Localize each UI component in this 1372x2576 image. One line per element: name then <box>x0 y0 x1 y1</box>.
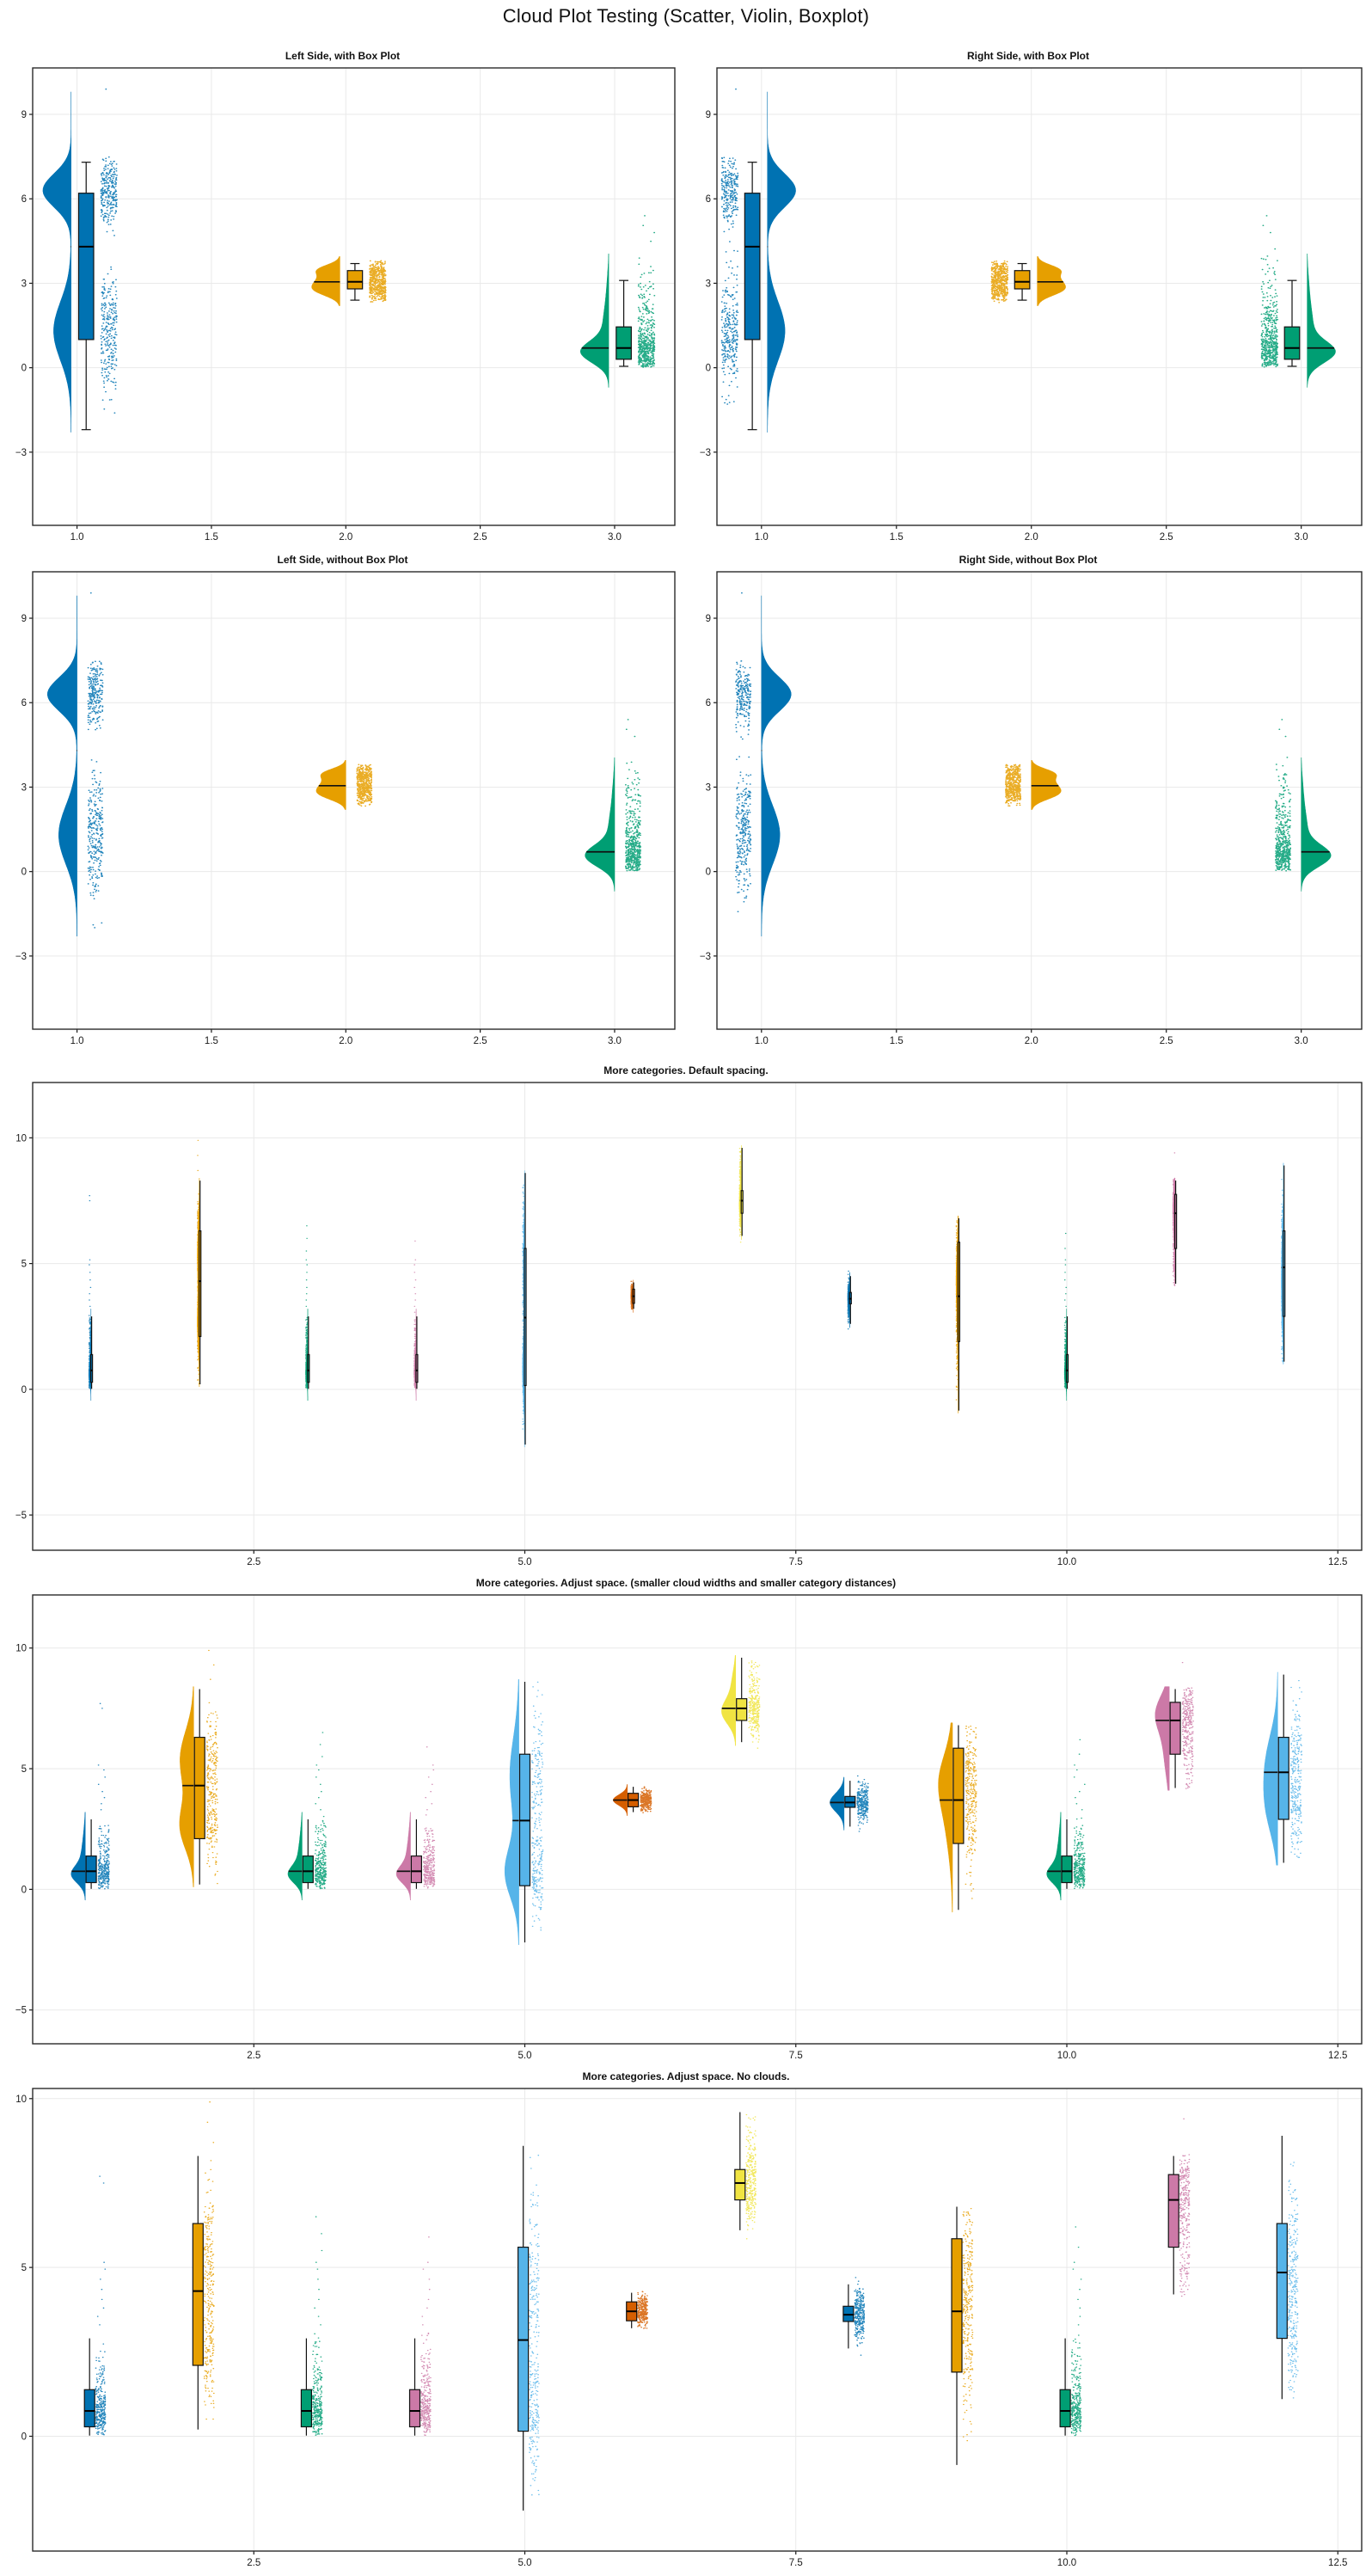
svg-text:3: 3 <box>21 782 27 793</box>
svg-text:0: 0 <box>21 868 27 878</box>
panel-title: More categories. Adjust space. No clouds… <box>582 2070 790 2082</box>
panel-title: More categories. Default spacing. <box>603 1064 769 1076</box>
svg-text:2.5: 2.5 <box>1160 1036 1173 1046</box>
raincloud-chart-canvas: 1.0 1.5 2.0 2.5 3.0 9 6 3 0 −3 <box>700 67 1363 543</box>
svg-text:5.0: 5.0 <box>518 2051 531 2061</box>
svg-text:12.5: 12.5 <box>1328 2051 1347 2061</box>
svg-text:0: 0 <box>21 1885 27 1895</box>
svg-text:10.0: 10.0 <box>1057 1557 1076 1567</box>
svg-text:1.0: 1.0 <box>70 1036 84 1046</box>
svg-text:3.0: 3.0 <box>1295 1036 1308 1046</box>
svg-text:2.5: 2.5 <box>247 2051 260 2061</box>
svg-text:2.5: 2.5 <box>474 1036 487 1046</box>
panel-left-side-without-box-plot: Left Side, without Box Plot 1.0 1.5 2.0 2.5… <box>3 552 682 1051</box>
svg-text:5.0: 5.0 <box>518 2558 531 2568</box>
svg-text:2.0: 2.0 <box>1025 1036 1038 1046</box>
svg-text:1.5: 1.5 <box>890 1036 903 1046</box>
svg-text:2.5: 2.5 <box>247 2558 260 2568</box>
panel-title: Left Side, without Box Plot <box>277 554 408 566</box>
svg-text:−5: −5 <box>15 1511 27 1521</box>
svg-text:9: 9 <box>706 614 711 624</box>
svg-text:3: 3 <box>706 279 711 289</box>
page-title: Cloud Plot Testing (Scatter, Violin, Box… <box>502 5 870 27</box>
raincloud-chart-canvas: 1.0 1.5 2.0 2.5 3.0 9 6 3 0 −3 <box>15 571 676 1046</box>
svg-text:0: 0 <box>21 364 27 374</box>
svg-text:9: 9 <box>21 110 27 120</box>
panel-title: Right Side, without Box Plot <box>959 554 1098 566</box>
svg-text:1.5: 1.5 <box>890 532 903 543</box>
svg-text:3.0: 3.0 <box>608 532 622 543</box>
svg-text:7.5: 7.5 <box>789 2051 803 2061</box>
svg-text:5: 5 <box>21 1764 27 1775</box>
panel-title: More categories. Adjust space. (smaller … <box>475 1577 897 1589</box>
svg-text:−3: −3 <box>700 952 711 962</box>
svg-text:3: 3 <box>21 279 27 289</box>
svg-text:2.0: 2.0 <box>1025 532 1038 543</box>
panel-more-categories-no-clouds: More categories. Adjust space. No clouds… <box>3 2069 1369 2573</box>
svg-text:2.5: 2.5 <box>247 1557 260 1567</box>
svg-text:0: 0 <box>706 868 711 878</box>
svg-text:5.0: 5.0 <box>518 1557 531 1567</box>
panel-right-side-without-box-plot: Right Side, without Box Plot 1.0 1.5 2.0 2.… <box>688 552 1369 1051</box>
panel-left-side-with-box-plot: Left Side, with Box Plot 1.0 1.5 2.0 2.5 3.0… <box>3 48 682 547</box>
svg-text:3: 3 <box>706 782 711 793</box>
svg-text:2.5: 2.5 <box>474 532 487 543</box>
svg-text:12.5: 12.5 <box>1328 2558 1347 2568</box>
svg-text:0: 0 <box>21 2432 27 2442</box>
panel-title: Right Side, with Box Plot <box>967 50 1089 62</box>
svg-text:12.5: 12.5 <box>1328 1557 1347 1567</box>
svg-text:10: 10 <box>15 2095 27 2105</box>
svg-text:2.0: 2.0 <box>339 1036 352 1046</box>
svg-text:10: 10 <box>15 1644 27 1654</box>
svg-text:6: 6 <box>21 194 27 205</box>
svg-text:3.0: 3.0 <box>608 1036 622 1046</box>
svg-text:10.0: 10.0 <box>1057 2558 1076 2568</box>
svg-text:1.5: 1.5 <box>205 532 218 543</box>
panel-title: Left Side, with Box Plot <box>285 50 401 62</box>
svg-text:5: 5 <box>21 2263 27 2273</box>
svg-text:2.5: 2.5 <box>1160 532 1173 543</box>
svg-text:9: 9 <box>21 614 27 624</box>
svg-text:−3: −3 <box>15 952 27 962</box>
panel-right-side-with-box-plot: Right Side, with Box Plot 1.0 1.5 2.0 2.5 3.… <box>688 48 1369 547</box>
svg-text:6: 6 <box>21 698 27 708</box>
svg-text:1.0: 1.0 <box>70 532 84 543</box>
svg-text:0: 0 <box>21 1385 27 1395</box>
svg-text:6: 6 <box>706 194 711 205</box>
svg-text:−3: −3 <box>15 448 27 458</box>
raincloud-chart-canvas: 1.0 1.5 2.0 2.5 3.0 9 6 3 0 −3 <box>700 571 1363 1046</box>
panel-more-categories-default-spacing: More categories. Default spacing. 2.5 5.0… <box>3 1063 1369 1572</box>
svg-text:1.0: 1.0 <box>755 1036 769 1046</box>
raincloud-chart-canvas: 2.5 5.0 7.5 10.0 12.5 10 5 0 <box>15 2088 1363 2568</box>
panel-more-categories-adjust-space: More categories. Adjust space. (smaller … <box>3 1575 1369 2065</box>
raincloud-chart-canvas: 2.5 5.0 7.5 10.0 12.5 10 5 0 −5 <box>15 1082 1363 1567</box>
svg-text:0: 0 <box>706 364 711 374</box>
svg-text:7.5: 7.5 <box>789 1557 803 1567</box>
svg-text:6: 6 <box>706 698 711 708</box>
svg-text:−5: −5 <box>15 2006 27 2016</box>
svg-text:10: 10 <box>15 1133 27 1144</box>
raincloud-chart-canvas: 2.5 5.0 7.5 10.0 12.5 10 5 0 −5 <box>15 1594 1363 2061</box>
svg-text:−3: −3 <box>700 448 711 458</box>
svg-text:1.5: 1.5 <box>205 1036 218 1046</box>
raincloud-chart-canvas: 1.0 1.5 2.0 2.5 3.0 9 6 3 0 −3 <box>15 67 676 543</box>
svg-text:5: 5 <box>21 1260 27 1270</box>
svg-text:3.0: 3.0 <box>1295 532 1308 543</box>
svg-text:7.5: 7.5 <box>789 2558 803 2568</box>
svg-text:1.0: 1.0 <box>755 532 769 543</box>
svg-text:9: 9 <box>706 110 711 120</box>
svg-text:2.0: 2.0 <box>339 532 352 543</box>
svg-text:10.0: 10.0 <box>1057 2051 1076 2061</box>
